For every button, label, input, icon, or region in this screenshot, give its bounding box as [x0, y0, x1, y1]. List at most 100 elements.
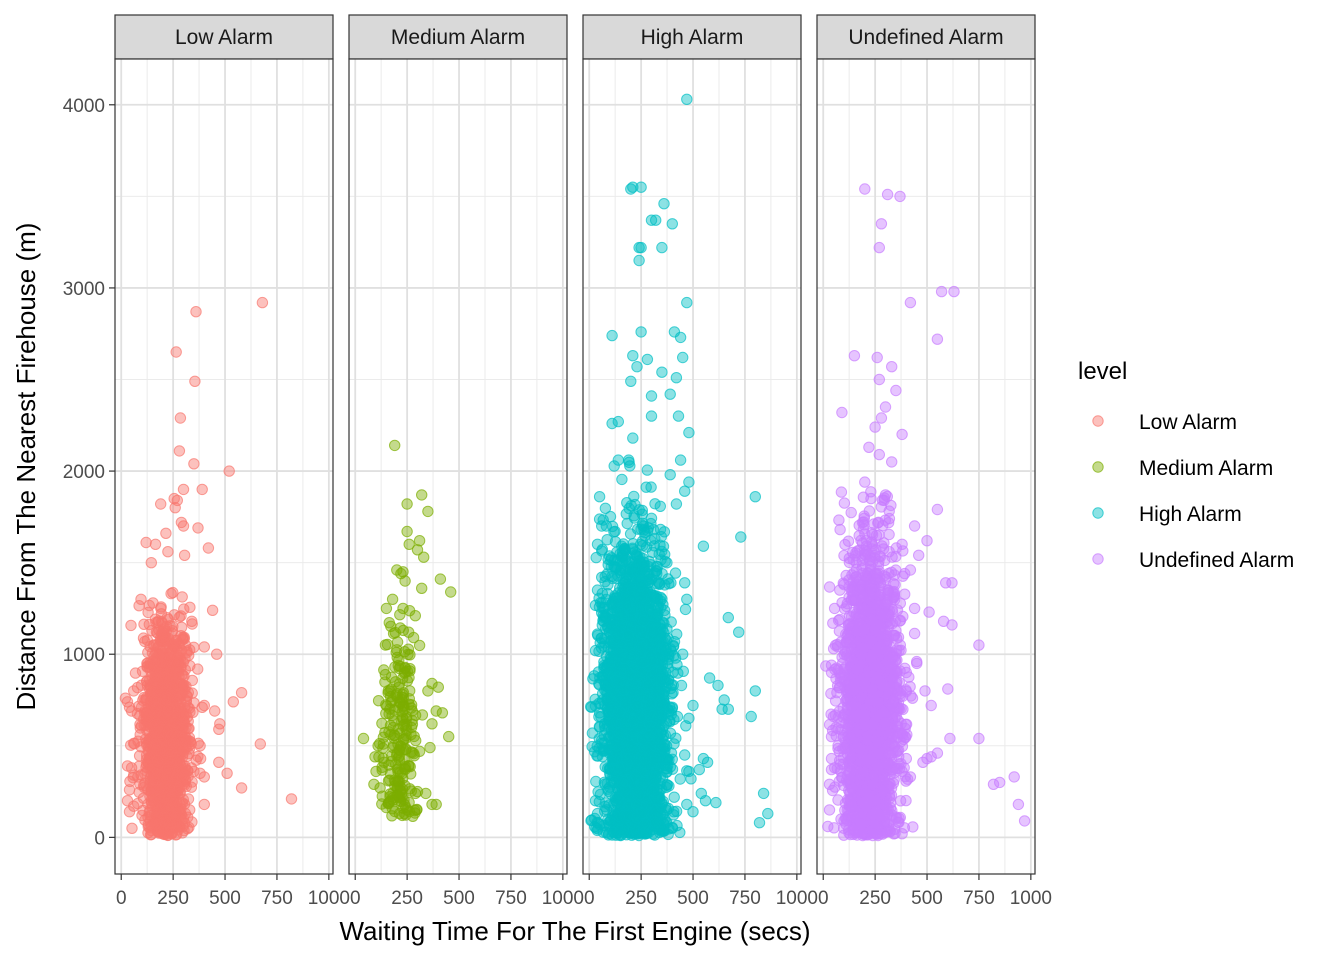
data-point — [627, 823, 640, 835]
data-point — [256, 296, 269, 309]
data-point — [389, 439, 401, 452]
x-tick-label: 500 — [209, 888, 241, 909]
data-point — [641, 464, 653, 476]
data-point — [402, 643, 415, 655]
data-point — [190, 306, 202, 318]
data-point — [665, 705, 677, 717]
data-point — [679, 603, 692, 616]
data-point — [422, 685, 434, 697]
data-point — [372, 740, 384, 752]
data-point — [398, 699, 410, 712]
data-point — [183, 821, 195, 834]
data-point — [175, 610, 187, 622]
data-point — [627, 538, 639, 550]
data-point — [593, 601, 606, 613]
data-point — [608, 595, 620, 607]
data-point — [151, 767, 163, 780]
data-point — [209, 705, 221, 717]
data-point — [635, 523, 647, 535]
data-point — [162, 546, 174, 558]
data-point — [660, 804, 673, 816]
data-point — [167, 737, 180, 749]
data-point — [235, 687, 248, 699]
data-point — [397, 602, 409, 615]
data-point — [613, 762, 625, 774]
data-point — [416, 582, 428, 594]
data-point — [640, 481, 652, 493]
data-point — [631, 699, 643, 712]
facet-strip-label: Low Alarm — [175, 26, 273, 49]
data-point — [177, 520, 190, 532]
data-point — [374, 782, 386, 794]
data-point — [125, 619, 137, 632]
data-point — [153, 783, 165, 796]
data-point — [167, 693, 180, 705]
data-point — [651, 674, 663, 687]
data-point — [180, 780, 193, 793]
data-point — [171, 657, 183, 669]
data-point — [184, 601, 196, 613]
x-axis: 0 250 500 750 1000 — [116, 874, 350, 909]
data-point — [409, 709, 422, 721]
data-point — [157, 800, 169, 812]
data-point — [213, 723, 225, 735]
facet-strip-label: Medium Alarm — [391, 26, 525, 49]
data-point — [384, 774, 396, 786]
data-point — [413, 745, 426, 757]
data-point — [213, 756, 225, 768]
data-point — [206, 604, 219, 616]
data-point — [391, 636, 404, 648]
data-point — [664, 716, 676, 728]
data-point — [386, 593, 399, 605]
data-point — [141, 634, 154, 646]
data-point — [372, 695, 385, 707]
data-point — [155, 498, 167, 510]
data-point — [152, 758, 164, 770]
y-tick-label: 0 — [94, 828, 105, 849]
data-point — [619, 784, 631, 796]
data-point — [434, 573, 447, 585]
data-point — [369, 751, 381, 763]
data-point — [173, 445, 186, 457]
data-point — [129, 667, 142, 679]
data-point — [409, 610, 421, 622]
x-tick-label: 750 — [495, 888, 527, 909]
data-point — [178, 549, 191, 561]
data-point — [660, 763, 672, 775]
data-point — [613, 810, 625, 822]
data-point — [653, 578, 666, 590]
data-point — [400, 809, 412, 821]
data-point — [652, 561, 664, 573]
data-point — [379, 676, 391, 688]
data-point — [196, 483, 208, 496]
data-point — [644, 603, 657, 615]
data-point — [186, 615, 198, 627]
data-point — [432, 681, 444, 693]
data-point — [383, 726, 395, 738]
data-point — [380, 602, 393, 615]
data-point — [394, 622, 406, 634]
data-point — [619, 698, 632, 710]
data-point — [227, 696, 240, 708]
data-point — [162, 824, 175, 836]
data-point — [166, 809, 178, 821]
data-point — [162, 704, 175, 716]
data-point — [599, 502, 612, 514]
data-point — [198, 641, 211, 653]
data-point — [666, 822, 679, 834]
y-tick-label: 3000 — [63, 279, 105, 300]
data-point — [648, 709, 660, 721]
x-tick-label: 250 — [391, 888, 423, 909]
data-point — [126, 822, 138, 834]
data-point — [393, 678, 406, 690]
data-point — [399, 761, 411, 773]
data-point — [654, 523, 667, 536]
data-point — [436, 707, 449, 719]
data-point — [179, 639, 192, 651]
data-point — [422, 505, 434, 518]
data-point — [135, 701, 148, 713]
data-point — [395, 788, 408, 800]
data-point — [235, 782, 248, 794]
